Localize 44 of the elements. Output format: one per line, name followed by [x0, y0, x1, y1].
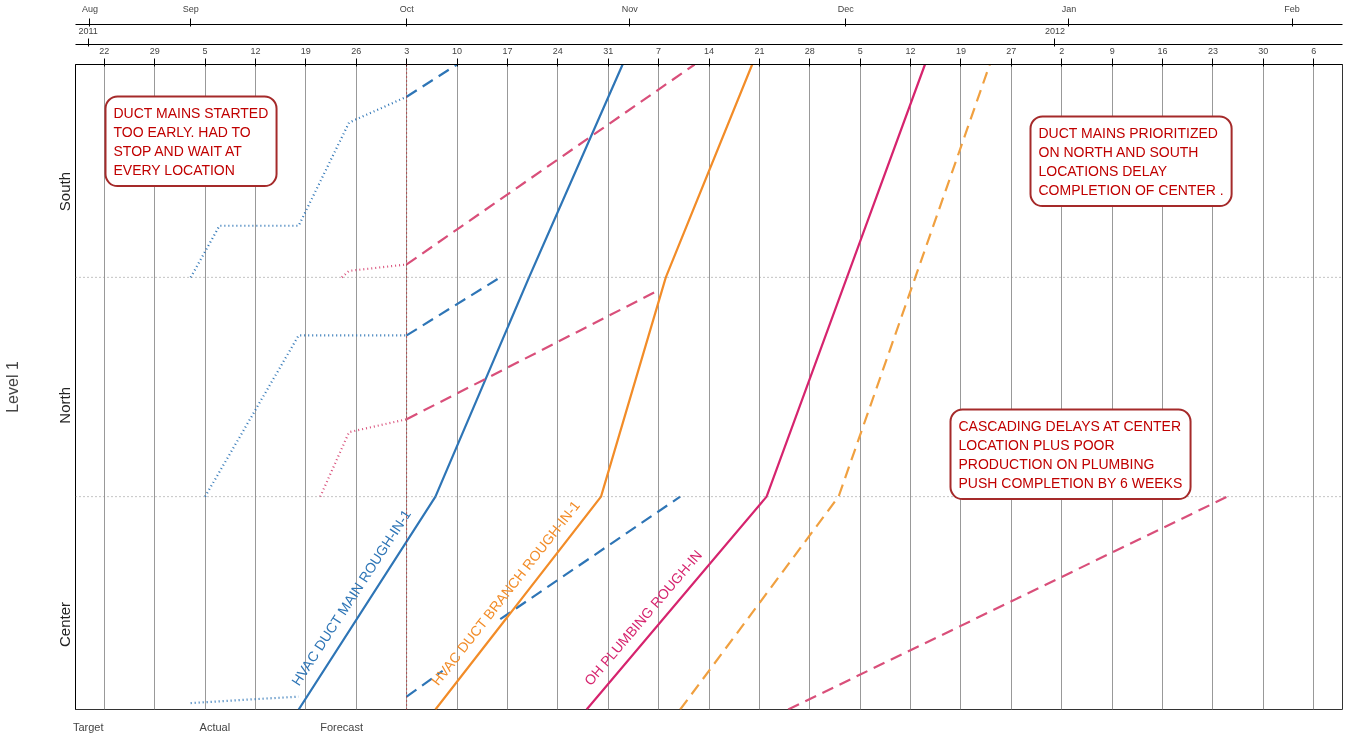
x-tick-label: 22 — [99, 45, 110, 56]
x-tick-label: 29 — [149, 45, 160, 56]
text: Forecast — [320, 720, 363, 733]
x2-tick-label: Aug — [81, 3, 98, 14]
x-tick-label: 6 — [1311, 45, 1317, 56]
x-tick-label: 23 — [1207, 45, 1218, 56]
x-tick-label: 2 — [1059, 45, 1065, 56]
x-tick-label: 3 — [404, 45, 410, 56]
x2-tick-label: Dec — [837, 3, 855, 14]
x-tick-label: 27 — [1006, 45, 1017, 56]
x2-tick-label: Jan — [1061, 3, 1077, 14]
x2-tick-label: Feb — [1284, 3, 1300, 14]
x-tick-label: 16 — [1157, 45, 1168, 56]
x-tick-label: 19 — [955, 45, 966, 56]
text: Actual — [199, 720, 231, 733]
text: South — [56, 172, 73, 212]
x-tick-label: 7 — [656, 45, 662, 56]
annotation: DUCT MAINS PRIORITIZED ON NORTH AND SOUTH LOCATIONS DELAY COMPLETION OF CENTER . — [1038, 124, 1224, 199]
x-tick-label: 12 — [250, 45, 261, 56]
text: Center — [56, 601, 73, 648]
text: Target — [72, 720, 104, 733]
x-tick-label: 19 — [300, 45, 311, 56]
x-tick-label: 31 — [603, 45, 614, 56]
x2-tick-label: Oct — [399, 3, 415, 14]
x-tick-label: 28 — [804, 45, 815, 56]
x2-tick-label: Sep — [182, 3, 199, 14]
annotation: CASCADING DELAYS AT CENTER LOCATION PLUS POOR PRODUCTION ON PLUMBING PUSH COMPLETION BY 6 WEEKS — [958, 417, 1183, 492]
text: North — [56, 386, 73, 424]
x-tick-label: 5 — [857, 45, 863, 56]
x-tick-label: 26 — [351, 45, 362, 56]
y-axis-title: Level 1 — [3, 361, 21, 413]
x-tick-label: 12 — [905, 45, 916, 56]
x-tick-label: 24 — [552, 45, 563, 56]
x-tick-label: 14 — [703, 45, 715, 56]
annotation: DUCT MAINS STARTED TOO EARLY. HAD TO STOP AND WAIT AT EVERY LOCATION — [113, 104, 269, 179]
x-tick-label: 21 — [754, 45, 765, 56]
text: 2012 — [1044, 25, 1065, 36]
x-tick-label: 9 — [1109, 45, 1115, 56]
x-tick-label: 17 — [502, 45, 513, 56]
x2-tick-label: Nov — [621, 3, 639, 14]
x-tick-label: 5 — [202, 45, 208, 56]
x-tick-label: 10 — [452, 45, 463, 56]
text: 2011 — [78, 25, 98, 36]
x-tick-label: 30 — [1258, 45, 1269, 56]
